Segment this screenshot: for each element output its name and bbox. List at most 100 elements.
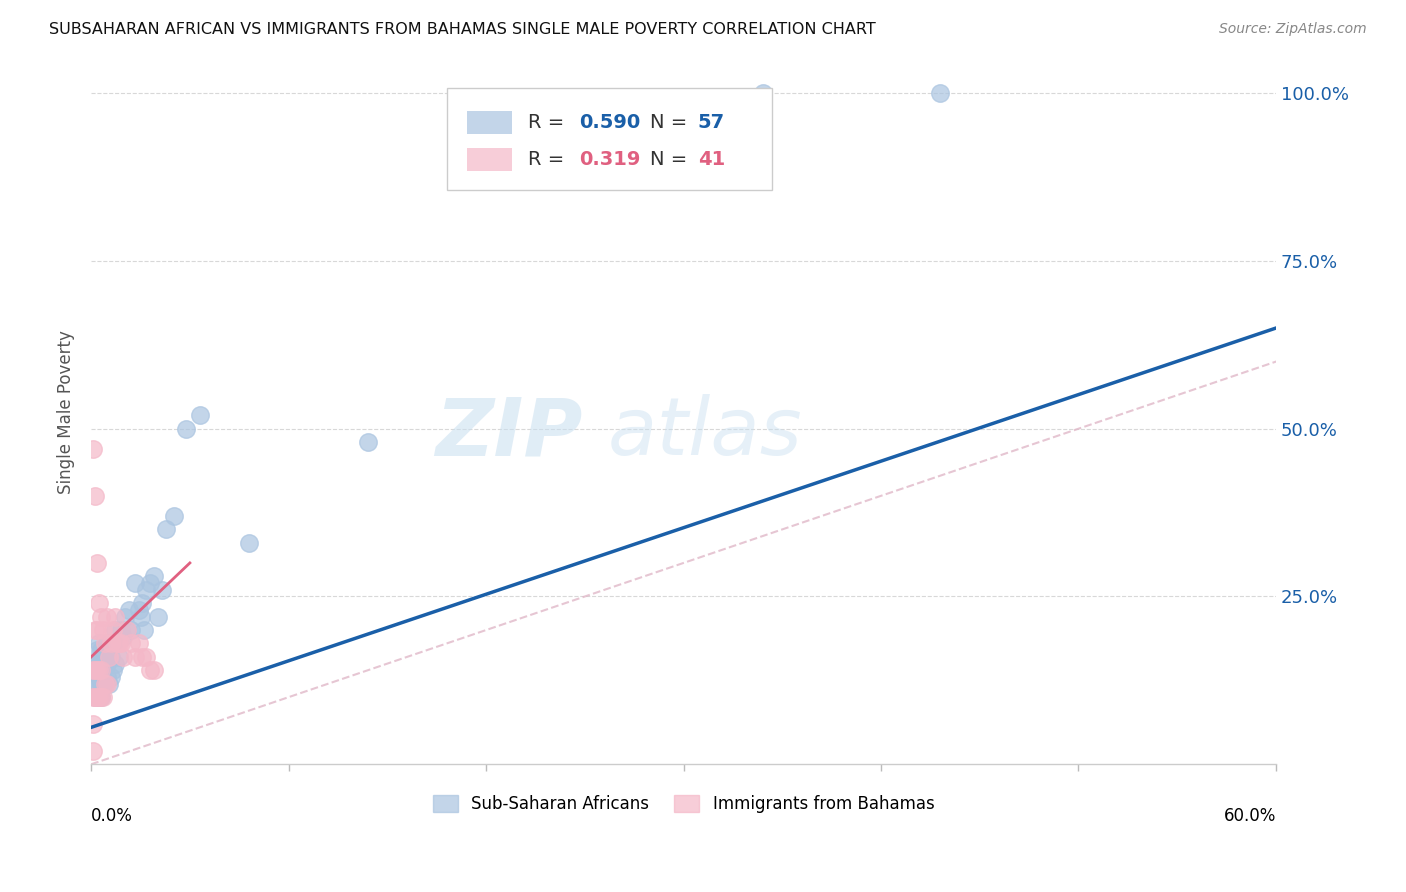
Point (82, 663, 104, 677)
Point (155, 522, 177, 536)
Point (104, 609, 127, 624)
Point (84, 663, 107, 677)
Point (150, 582, 173, 597)
Point (90, 690, 112, 705)
Point (143, 569, 166, 583)
Point (86, 643, 108, 657)
Text: R =: R = (529, 112, 565, 132)
Point (238, 536, 260, 550)
Bar (467, 148, 512, 171)
Text: 0.590: 0.590 (579, 112, 641, 132)
Point (134, 623, 156, 637)
Point (104, 623, 127, 637)
Point (97, 677, 120, 691)
Point (86, 677, 108, 691)
Point (96, 636, 118, 650)
Point (82, 677, 104, 691)
Point (107, 649, 129, 664)
Point (129, 609, 152, 624)
Point (101, 623, 124, 637)
Text: ZIP: ZIP (436, 394, 583, 472)
Point (86, 657, 108, 671)
Point (90, 609, 112, 624)
Point (97, 649, 120, 664)
Point (356, 435, 378, 450)
Point (96, 670, 118, 684)
Text: R =: R = (529, 150, 565, 169)
Text: 0.0%: 0.0% (91, 806, 134, 824)
Point (94, 657, 117, 671)
Point (115, 623, 138, 637)
Point (84, 690, 107, 705)
Point (87, 657, 110, 671)
Point (135, 649, 157, 664)
Point (100, 649, 122, 664)
Text: 60.0%: 60.0% (1223, 806, 1277, 824)
Point (96, 657, 118, 671)
Point (82, 744, 104, 758)
Point (115, 623, 138, 637)
Point (84, 690, 107, 705)
Point (929, 86, 952, 100)
Text: N =: N = (651, 112, 688, 132)
Point (131, 596, 153, 610)
Point (87, 670, 110, 684)
Point (148, 609, 170, 624)
Point (131, 649, 153, 664)
Legend: Sub-Saharan Africans, Immigrants from Bahamas: Sub-Saharan Africans, Immigrants from Ba… (426, 788, 941, 820)
Point (101, 636, 124, 650)
Point (163, 508, 186, 523)
Text: Source: ZipAtlas.com: Source: ZipAtlas.com (1219, 22, 1367, 37)
Point (97, 643, 120, 657)
Point (111, 630, 134, 644)
Point (86, 556, 108, 570)
Point (751, 86, 773, 100)
Point (91, 663, 114, 677)
Point (82, 442, 104, 456)
Point (128, 636, 150, 650)
Point (82, 690, 104, 705)
Text: 57: 57 (697, 112, 725, 132)
Point (114, 609, 136, 624)
Point (87, 663, 110, 677)
Text: atlas: atlas (607, 394, 801, 472)
Point (87, 690, 110, 705)
Point (90, 663, 112, 677)
Point (120, 623, 142, 637)
Point (124, 576, 146, 591)
Point (90, 690, 112, 705)
Point (91, 623, 114, 637)
Text: SUBSAHARAN AFRICAN VS IMMIGRANTS FROM BAHAMAS SINGLE MALE POVERTY CORRELATION CH: SUBSAHARAN AFRICAN VS IMMIGRANTS FROM BA… (49, 22, 876, 37)
Point (86, 690, 108, 705)
FancyBboxPatch shape (447, 87, 772, 190)
Point (82, 663, 104, 677)
Point (143, 663, 166, 677)
Point (87, 596, 110, 610)
Point (110, 623, 132, 637)
Point (94, 677, 117, 691)
Point (100, 670, 122, 684)
Point (86, 623, 108, 637)
Point (90, 663, 112, 677)
Point (110, 636, 132, 650)
Point (118, 603, 141, 617)
Point (87, 636, 110, 650)
Point (188, 409, 211, 423)
Point (84, 489, 107, 503)
Point (96, 609, 118, 624)
Point (82, 717, 104, 731)
Y-axis label: Single Male Poverty: Single Male Poverty (58, 330, 75, 494)
Point (87, 690, 110, 705)
Point (139, 576, 162, 591)
Point (90, 677, 112, 691)
Text: N =: N = (651, 150, 688, 169)
Point (101, 663, 124, 677)
Point (96, 677, 118, 691)
Point (84, 623, 107, 637)
Point (105, 636, 128, 650)
Point (111, 649, 134, 664)
Point (94, 636, 117, 650)
Point (91, 690, 114, 705)
Point (139, 663, 162, 677)
Point (128, 603, 150, 617)
